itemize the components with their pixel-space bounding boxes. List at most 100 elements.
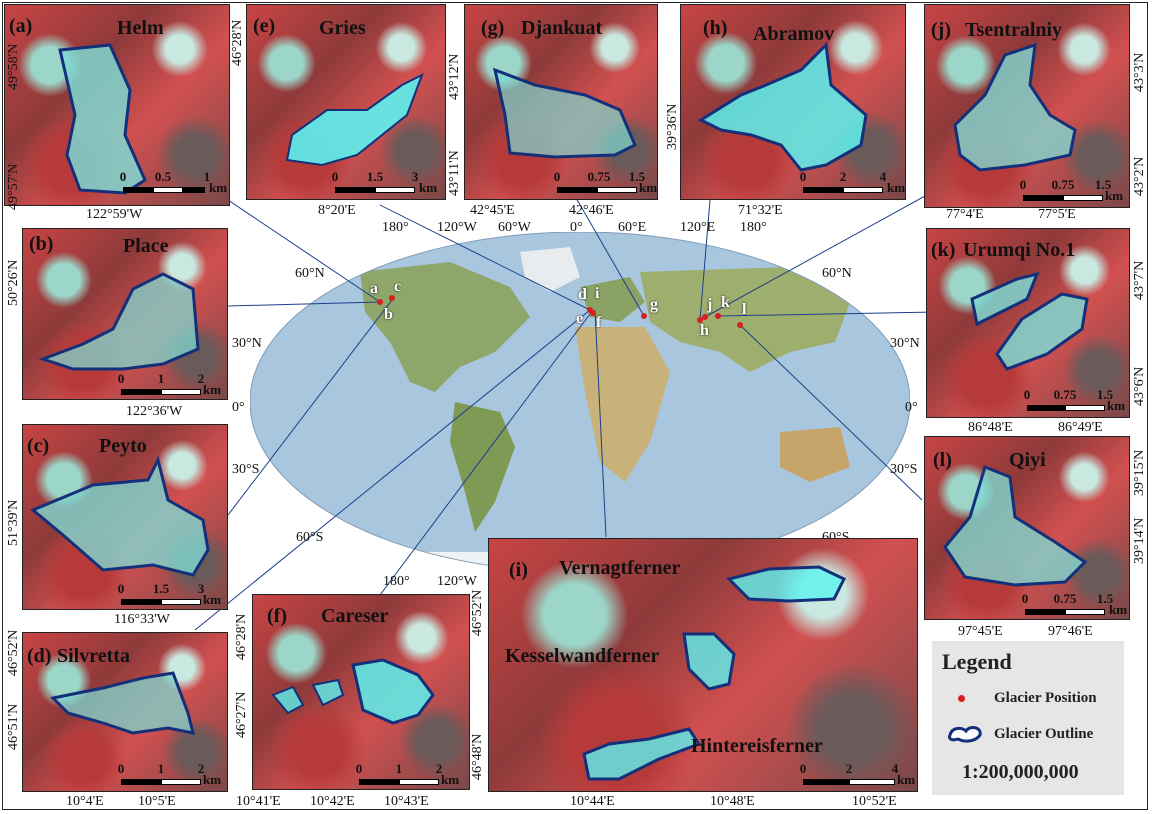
lon-label: 10°48'E — [710, 794, 755, 809]
map-scale: 1:200,000,000 — [962, 761, 1079, 783]
lat-label: 43°11'N — [447, 150, 462, 196]
glacier-name-hintereisferner: Hintereisferner — [691, 735, 823, 757]
glacier-name: Gries — [319, 17, 366, 39]
panel-l-qiyi: (l) Qiyi 0 0.75 1.5 km — [924, 436, 1130, 620]
glacier-outline — [271, 658, 435, 725]
map-lon-label: 120°W — [437, 574, 477, 589]
lon-label: 97°46'E — [1048, 624, 1093, 639]
glacier-position-icon — [958, 695, 965, 702]
glacier-name: Peyto — [99, 435, 147, 457]
lon-label: 122°36'W — [126, 404, 183, 419]
panel-letter: (h) — [703, 17, 728, 39]
marker-h: h — [700, 322, 709, 339]
scale-bar: 0 2 4 km — [799, 761, 916, 787]
lat-label: 51°39'N — [6, 499, 21, 546]
lon-label: 42°45'E — [470, 203, 515, 218]
panel-b-place: (b) Place 0 1 2 km — [22, 228, 228, 400]
lon-label: 116°33'W — [114, 612, 170, 627]
lon-label: 10°5'E — [138, 794, 176, 809]
panel-k-urumqi: (k) Urumqi No.1 0 0.75 1.5 km — [926, 228, 1130, 418]
marker-a: a — [370, 280, 378, 297]
legend: Legend Glacier Position Glacier Outline … — [932, 641, 1124, 795]
panel-f-careser: (f) Careser 0 1 2 km — [252, 594, 470, 790]
lon-label: 86°49'E — [1058, 420, 1103, 435]
glacier-name: Urumqi No.1 — [963, 239, 1076, 261]
panel-letter: (e) — [253, 15, 276, 37]
marker-i: i — [595, 285, 600, 302]
glacier-outline — [492, 67, 637, 159]
lat-label: 46°52'N — [6, 629, 21, 676]
lat-label: 43°3'N — [1132, 52, 1147, 92]
panel-letter: (a) — [9, 15, 33, 37]
map-lon-label: 120°E — [680, 220, 716, 235]
scale-bar: 0 1.5 3 km — [117, 581, 222, 607]
glacier-name: Careser — [321, 605, 389, 627]
glacier-name: Djankuat — [521, 17, 603, 39]
panel-letter: (k) — [931, 239, 956, 261]
scale-bar: 0 0.75 1.5 km — [553, 169, 658, 195]
scale-bar: 0 2 4 km — [799, 169, 906, 195]
marker-d: d — [578, 286, 587, 303]
panel-c-peyto: (c) Peyto 0 1.5 3 km — [22, 424, 228, 610]
lon-label: 8°20'E — [318, 203, 356, 218]
marker-e: e — [576, 310, 584, 327]
map-lat-label: 60°N — [295, 266, 325, 281]
scale-bar: 0 1 2 km — [117, 761, 222, 787]
lon-label: 97°45'E — [958, 624, 1003, 639]
lon-label: 10°44'E — [570, 794, 615, 809]
lon-label: 122°59'W — [86, 207, 143, 222]
panel-letter: (i) — [509, 559, 528, 581]
lon-label: 71°32'E — [738, 203, 783, 218]
glacier-outline-icon — [948, 726, 982, 743]
glacier-outline — [30, 455, 210, 577]
lat-label: 39°15'N — [1132, 449, 1147, 496]
panel-j-tsentralniy: (j) Tsentralniy 0 0.75 1.5 km — [924, 4, 1130, 208]
legend-outline-label: Glacier Outline — [994, 726, 1094, 742]
glacier-outline — [582, 565, 847, 781]
glacier-name-kesselwandferner: Kesselwandferner — [505, 645, 660, 667]
lat-label: 50°26'N — [6, 259, 21, 306]
lat-label: 46°52'N — [470, 589, 485, 636]
lat-label: 49°57'N — [6, 163, 21, 210]
legend-position-label: Glacier Position — [994, 690, 1097, 706]
scale-bar: 0 1.5 3 km — [331, 169, 438, 195]
glacier-name: Tsentralniy — [965, 19, 1063, 41]
lat-label: 46°51'N — [6, 703, 21, 750]
glacier-outline — [943, 464, 1088, 587]
glacier-outline — [38, 272, 200, 371]
lon-label: 10°41'E — [236, 794, 281, 809]
lat-label: 43°7'N — [1132, 260, 1147, 300]
scale-bar: 0 1 2 km — [117, 371, 222, 397]
scale-bar: 0 0.75 1.5 km — [1023, 387, 1126, 413]
panel-h-abramov: (h) Abramov 0 2 4 km — [680, 4, 906, 200]
glacier-outline — [953, 42, 1077, 172]
lat-label: 46°28'N — [230, 19, 245, 66]
glacier-name: Place — [123, 235, 169, 257]
glacier-name: Qiyi — [1009, 449, 1046, 471]
map-lat-label: 60°S — [296, 530, 324, 545]
lon-label: 10°43'E — [384, 794, 429, 809]
scale-bar: 0 1 2 km — [355, 761, 460, 787]
lat-label: 39°36'N — [665, 103, 680, 150]
glacier-outline — [970, 271, 1089, 371]
map-lat-label: 0° — [905, 400, 918, 415]
lat-label: 46°28'N — [234, 613, 249, 660]
marker-f: f — [596, 314, 602, 331]
panel-letter: (f) — [267, 605, 287, 627]
map-lat-label: 30°S — [890, 462, 918, 477]
lat-label: 43°12'N — [447, 53, 462, 100]
scale-bar: 0 0.5 1 km — [119, 169, 228, 195]
panel-g-djankuat: (g) Djankuat 0 0.75 1.5 km — [464, 4, 658, 200]
lon-label: 10°42'E — [310, 794, 355, 809]
lon-label: 10°52'E — [852, 794, 897, 809]
map-lon-label: 120°W — [437, 220, 477, 235]
glacier-name-vernagtferner: Vernagtferner — [559, 557, 681, 579]
glacier-name: Helm — [117, 17, 164, 39]
map-lon-label: 60°E — [618, 220, 647, 235]
marker-j: j — [707, 296, 713, 313]
map-lat-label: 30°N — [890, 336, 920, 351]
marker-g: g — [650, 296, 658, 313]
glacier-name: Silvretta — [57, 645, 130, 667]
panel-e-gries: (e) Gries 0 1.5 3 km — [246, 4, 446, 200]
